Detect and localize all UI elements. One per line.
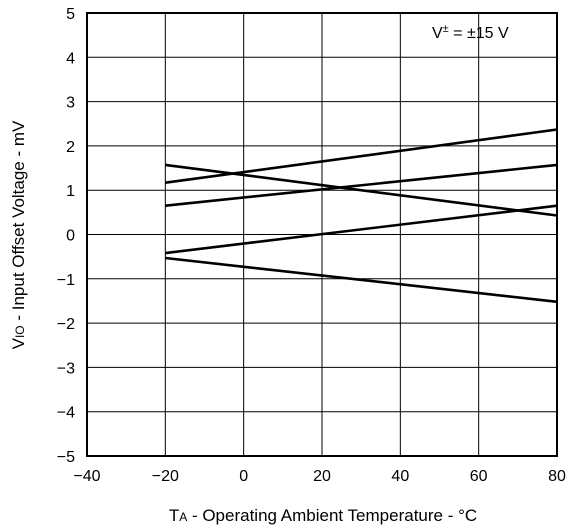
y-axis-title-sub: IO xyxy=(13,325,27,338)
x-tick-label: 0 xyxy=(239,468,248,485)
x-axis-title-rest: - Operating Ambient Temperature - °C xyxy=(187,506,477,525)
y-tick-label: 0 xyxy=(66,228,75,245)
x-tick-label: 40 xyxy=(391,468,409,485)
annotation-sup: ± xyxy=(443,23,449,35)
y-tick-label: 4 xyxy=(66,50,75,67)
tick-labels: −40 −20 0 20 40 60 80 5 4 3 2 1 0 −1 −2 −3 −4 −5 xyxy=(57,6,566,485)
series-line-2 xyxy=(165,163,558,207)
data-series xyxy=(165,128,558,304)
x-tick-label: 20 xyxy=(313,468,331,485)
x-tick-label: 60 xyxy=(470,468,488,485)
series-line-4 xyxy=(165,204,558,255)
x-tick-label: −20 xyxy=(152,468,179,485)
y-tick-label: 5 xyxy=(66,6,75,23)
y-axis-title: VIO - Input Offset Voltage - mV xyxy=(9,120,28,349)
annotation: V± = ±15 V xyxy=(432,23,509,42)
plot-frame xyxy=(86,12,558,457)
y-tick-label: −3 xyxy=(57,360,75,377)
y-tick-label: −4 xyxy=(57,405,75,422)
series-line-1 xyxy=(165,128,558,184)
grid-lines xyxy=(87,13,557,456)
x-axis-title: TA - Operating Ambient Temperature - °C xyxy=(169,506,477,525)
y-tick-label: 3 xyxy=(66,95,75,112)
y-axis-title-main: V xyxy=(9,337,28,349)
y-tick-label: −2 xyxy=(57,316,75,333)
y-tick-label: 2 xyxy=(66,139,75,156)
y-tick-label: −5 xyxy=(57,449,75,466)
x-axis-title-main: T xyxy=(169,506,179,525)
x-axis-title-sub: A xyxy=(179,510,187,524)
x-tick-label: −40 xyxy=(73,468,100,485)
x-tick-label: 80 xyxy=(548,468,566,485)
series-line-3 xyxy=(165,163,558,217)
y-tick-label: −1 xyxy=(57,272,75,289)
annotation-main: V xyxy=(432,25,443,42)
y-tick-label: 1 xyxy=(66,183,75,200)
y-axis-title-rest: - Input Offset Voltage - mV xyxy=(9,120,28,325)
series-line-5 xyxy=(165,256,558,304)
annotation-rest: = ±15 V xyxy=(449,25,509,42)
